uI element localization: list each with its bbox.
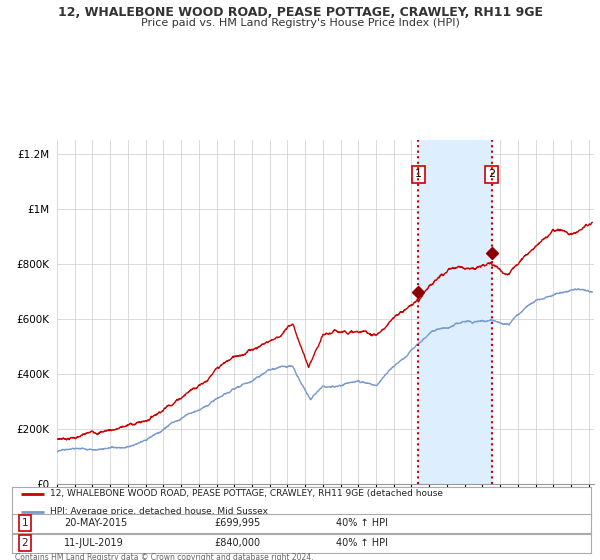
Text: 2: 2 <box>22 538 28 548</box>
Text: Price paid vs. HM Land Registry's House Price Index (HPI): Price paid vs. HM Land Registry's House … <box>140 18 460 28</box>
Text: HPI: Average price, detached house, Mid Sussex: HPI: Average price, detached house, Mid … <box>50 507 268 516</box>
Text: 40% ↑ HPI: 40% ↑ HPI <box>336 518 388 528</box>
Text: 1: 1 <box>415 170 422 179</box>
Text: 2: 2 <box>488 170 496 179</box>
Text: 12, WHALEBONE WOOD ROAD, PEASE POTTAGE, CRAWLEY, RH11 9GE: 12, WHALEBONE WOOD ROAD, PEASE POTTAGE, … <box>58 6 542 18</box>
Text: 11-JUL-2019: 11-JUL-2019 <box>64 538 124 548</box>
Text: £699,995: £699,995 <box>215 518 261 528</box>
Bar <box>418 140 492 484</box>
Text: 12, WHALEBONE WOOD ROAD, PEASE POTTAGE, CRAWLEY, RH11 9GE (detached house: 12, WHALEBONE WOOD ROAD, PEASE POTTAGE, … <box>50 489 443 498</box>
Text: 20-MAY-2015: 20-MAY-2015 <box>64 518 127 528</box>
Text: 40% ↑ HPI: 40% ↑ HPI <box>336 538 388 548</box>
Text: Contains HM Land Registry data © Crown copyright and database right 2024.
This d: Contains HM Land Registry data © Crown c… <box>15 553 314 560</box>
Text: 1: 1 <box>22 518 28 528</box>
Text: £840,000: £840,000 <box>215 538 261 548</box>
